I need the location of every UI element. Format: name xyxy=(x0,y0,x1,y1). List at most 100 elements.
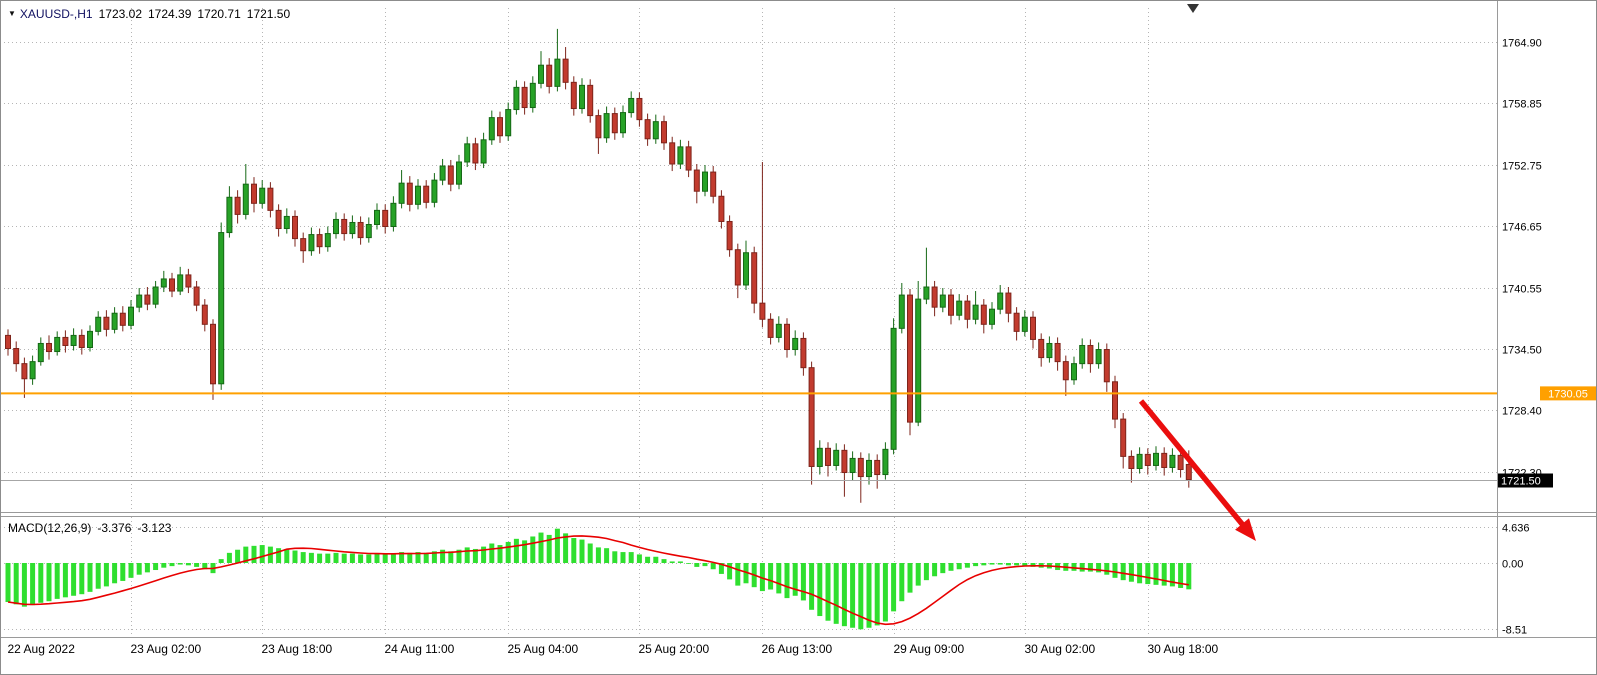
candle-body xyxy=(816,447,823,467)
candle-body xyxy=(160,278,167,288)
time-axis-label: 24 Aug 11:00 xyxy=(385,642,455,656)
macd-histogram-bar xyxy=(587,543,593,563)
level-price-tag xyxy=(1540,386,1597,401)
time-axis-label: 22 Aug 2022 xyxy=(8,642,76,656)
macd-histogram-bar xyxy=(1120,563,1126,581)
quote-open: 1723.02 xyxy=(98,7,142,21)
macd-histogram-bar xyxy=(1030,563,1036,567)
candle-body xyxy=(972,304,979,320)
horizontal-level-line[interactable]: 1730.05 xyxy=(0,386,1597,401)
candle-body xyxy=(128,306,134,326)
macd-value: -3.376 xyxy=(97,521,132,535)
price-axis-label: 1758.85 xyxy=(1502,99,1542,111)
candle-body xyxy=(898,294,905,329)
macd-histogram-bar xyxy=(317,553,323,563)
candle-body xyxy=(611,113,618,134)
bid-price-tag-label: 1721.50 xyxy=(1501,476,1541,488)
macd-histogram-bar xyxy=(571,538,577,563)
candle-body xyxy=(661,121,667,144)
macd-histogram-bar xyxy=(866,563,872,628)
candle-body xyxy=(226,196,233,234)
macd-histogram-bar xyxy=(325,553,331,563)
macd-histogram-bar xyxy=(235,549,241,563)
candle-body xyxy=(111,312,118,330)
candle-body xyxy=(333,218,339,235)
candle-body xyxy=(513,86,520,111)
candle-body xyxy=(439,165,446,181)
macd-histogram-bar xyxy=(472,548,478,563)
macd-histogram-bar xyxy=(563,533,569,563)
candle-body xyxy=(201,304,208,325)
macd-histogram-bar xyxy=(13,563,19,605)
macd-histogram-bar xyxy=(169,563,175,567)
time-axis-label: 23 Aug 02:00 xyxy=(131,642,202,656)
price-axis-label: 1740.55 xyxy=(1502,284,1542,296)
macd-histogram-bar xyxy=(1079,563,1085,572)
macd-histogram-bar xyxy=(251,545,257,563)
macd-histogram-bar xyxy=(702,563,708,567)
macd-histogram-bar xyxy=(554,528,560,563)
macd-histogram-bar xyxy=(136,563,142,575)
macd-histogram-bar xyxy=(95,563,101,589)
quote-header: ▼ XAUUSD-,H1 1723.02 1724.39 1720.71 1721.50 xyxy=(8,7,290,21)
chart-shift-marker-icon[interactable] xyxy=(1187,4,1199,13)
candle-body xyxy=(242,183,249,215)
macd-histogram-bar xyxy=(513,538,519,563)
macd-histogram-bar xyxy=(579,539,585,563)
macd-histogram-bar xyxy=(1137,563,1143,584)
candle-body xyxy=(1046,342,1053,359)
candle-body xyxy=(882,448,889,476)
bid-line: 1721.50 xyxy=(0,473,1553,488)
candle-body xyxy=(603,113,610,139)
candle-body xyxy=(833,449,840,466)
macd-histogram-bar xyxy=(1153,563,1159,585)
candle-body xyxy=(316,234,323,248)
candle-body xyxy=(964,300,971,320)
candle-body xyxy=(669,142,676,165)
candle-body xyxy=(382,209,389,228)
candle-body xyxy=(480,139,487,164)
candle-body xyxy=(341,218,348,235)
macd-histogram-bar xyxy=(423,552,429,563)
candle-body xyxy=(1087,344,1094,365)
candle-body xyxy=(1013,312,1020,332)
candle-body xyxy=(456,161,462,185)
candle-body xyxy=(210,323,216,385)
macd-axis-label: -8.51 xyxy=(1502,625,1527,637)
macd-histogram-bar xyxy=(333,552,339,563)
symbol-timeframe-label: XAUUSD-,H1 xyxy=(19,7,93,21)
macd-histogram-bar xyxy=(21,563,27,607)
macd-histogram-bar xyxy=(185,563,191,566)
candles-layer xyxy=(5,28,1192,503)
candle-body xyxy=(152,286,159,305)
macd-histogram-bar xyxy=(177,563,183,565)
macd-histogram-bar xyxy=(112,563,118,584)
trend-arrow-annotation[interactable] xyxy=(1138,399,1256,541)
candle-body xyxy=(365,223,372,239)
candle-body xyxy=(907,294,913,423)
candle-body xyxy=(767,318,774,338)
macd-histogram-bar xyxy=(686,563,692,564)
macd-histogram-bar xyxy=(932,563,938,577)
candle-body xyxy=(37,342,44,363)
candle-body xyxy=(1071,363,1077,381)
macd-histogram-bar xyxy=(776,563,782,594)
candle-body xyxy=(849,457,856,474)
macd-histogram-bar xyxy=(817,563,823,617)
macd-histogram-bar xyxy=(1128,563,1134,582)
candle-body xyxy=(431,179,438,203)
macd-histogram-bar xyxy=(727,563,733,580)
macd-axis-label: 0.00 xyxy=(1502,559,1523,571)
candle-body xyxy=(497,117,503,137)
candle-body xyxy=(5,334,11,350)
macd-histogram-bar xyxy=(825,563,831,621)
macd-histogram-bar xyxy=(79,563,85,595)
candle-body xyxy=(13,348,20,365)
macd-histogram-bar xyxy=(259,545,265,563)
candle-body xyxy=(1095,349,1102,365)
panel-separator[interactable] xyxy=(0,0,1597,638)
candle-body xyxy=(472,143,479,164)
symbol-marker-icon: ▼ xyxy=(8,9,16,18)
